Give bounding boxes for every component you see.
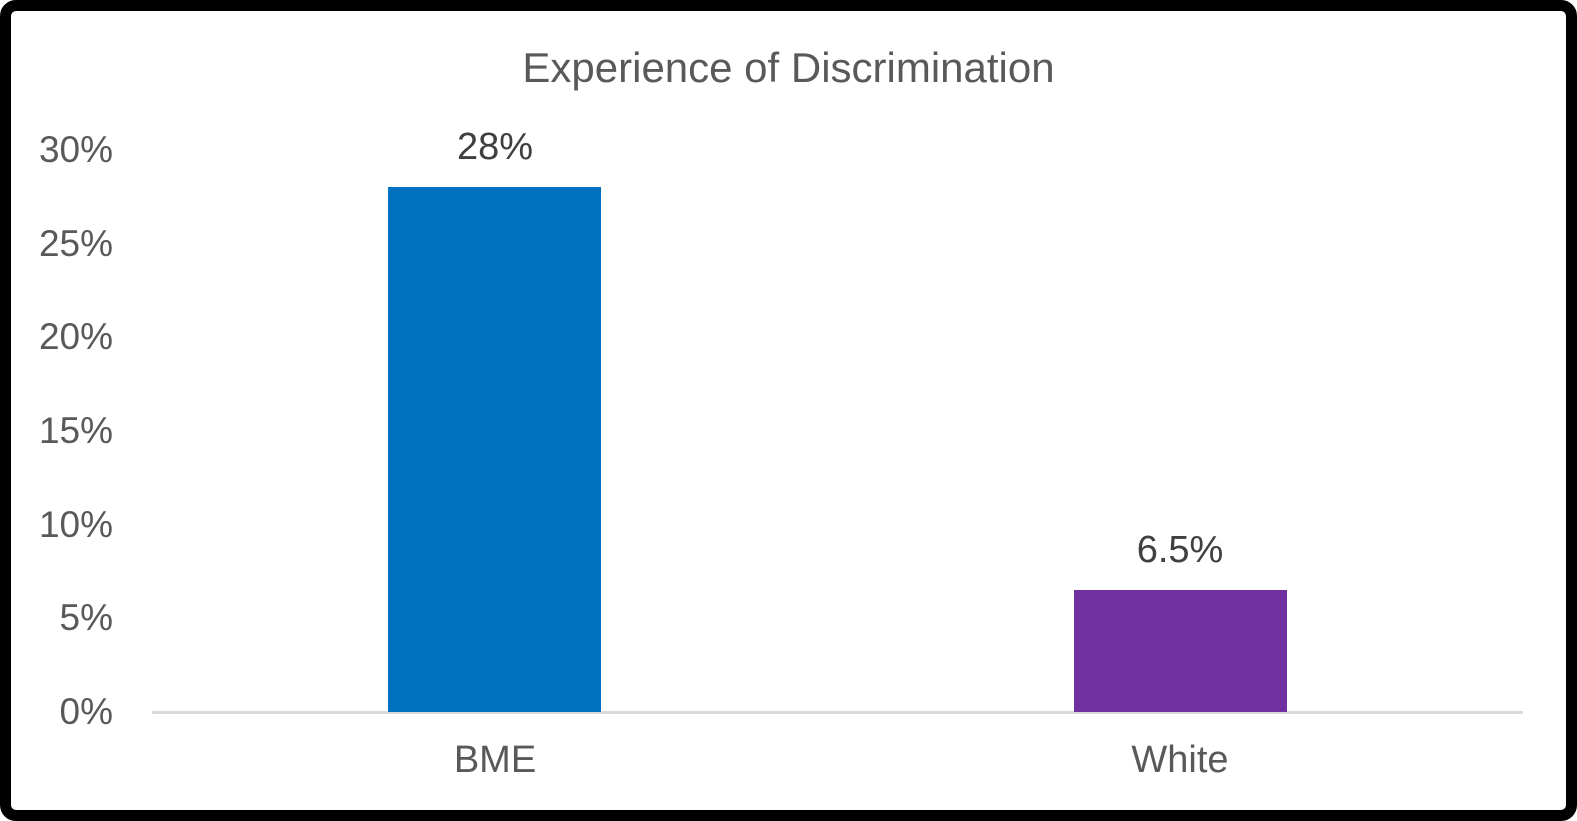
bar-bme (388, 187, 601, 712)
bar-white (1074, 590, 1287, 712)
bar-value-label: 28% (456, 126, 534, 168)
y-axis-tick-label: 20% (38, 316, 113, 358)
category-label: BME (453, 739, 537, 781)
chart-title: Experience of Discrimination (522, 44, 1055, 91)
x-axis-line (152, 711, 1523, 714)
category-label: White (1131, 739, 1229, 781)
y-axis-tick-label: 30% (38, 129, 113, 170)
bar-value-label: 6.5% (1136, 529, 1224, 571)
y-axis-tick-label: 5% (59, 597, 113, 639)
y-axis-tick-label: 10% (38, 503, 113, 545)
y-axis-tick-label: 25% (38, 222, 113, 264)
y-axis-tick-label: 15% (38, 410, 113, 451)
y-axis-tick-label: 0% (59, 691, 113, 732)
